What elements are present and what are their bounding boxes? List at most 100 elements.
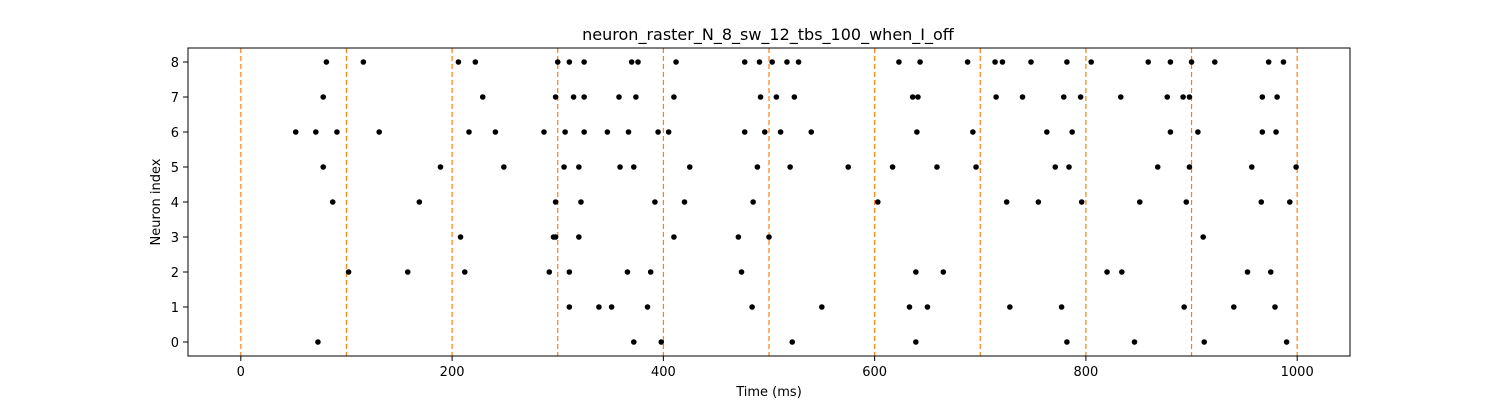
- spike-point: [635, 59, 641, 65]
- spike-point: [795, 59, 802, 65]
- spike-point: [738, 269, 745, 275]
- spike-point: [608, 304, 615, 310]
- spike-point: [1119, 269, 1125, 275]
- x-axis-label: Time (ms): [735, 385, 802, 400]
- spike-point: [292, 129, 299, 135]
- spike-point: [1117, 94, 1124, 100]
- spike-point: [875, 199, 881, 205]
- chart-title: neuron_raster_N_8_sw_12_tbs_100_when_I_o…: [582, 25, 955, 45]
- spike-point: [1201, 339, 1208, 345]
- spike-point: [404, 269, 411, 275]
- spike-point: [581, 129, 587, 135]
- y-tick-label: 0: [171, 336, 179, 351]
- spike-point: [665, 129, 672, 135]
- spike-point: [360, 59, 367, 65]
- stimulus-lines: [240, 48, 1298, 356]
- spike-point: [1274, 94, 1280, 100]
- spike-point: [633, 94, 639, 100]
- spike-point: [1164, 94, 1171, 100]
- x-axis: 0 200 400 600 800 1000: [237, 356, 1314, 380]
- spike-point: [917, 59, 923, 65]
- spike-point: [552, 234, 559, 240]
- spike-point: [1069, 129, 1075, 135]
- spike-point: [541, 129, 547, 135]
- spike-point: [581, 94, 587, 100]
- spike-point: [749, 304, 755, 310]
- spike-point: [323, 59, 330, 65]
- spike-point: [1183, 199, 1190, 205]
- spike-point: [1154, 164, 1161, 170]
- spike-point: [819, 304, 825, 310]
- spike-point: [320, 164, 327, 170]
- spike-point: [1104, 269, 1110, 275]
- spike-point: [1265, 59, 1272, 65]
- spike-point: [492, 129, 499, 135]
- spike-point: [658, 339, 665, 345]
- spike-point: [1060, 94, 1067, 100]
- spike-markers: [292, 59, 1299, 345]
- spike-point: [750, 199, 756, 205]
- spike-point: [552, 199, 559, 205]
- y-tick-label: 6: [171, 126, 179, 141]
- spike-point: [789, 339, 796, 345]
- spike-point: [1248, 164, 1255, 170]
- spike-point: [562, 129, 568, 135]
- spike-point: [581, 59, 587, 65]
- y-axis-label: Neuron index: [149, 158, 164, 245]
- spike-point: [617, 164, 623, 170]
- y-axis: 0 1 2 3 4 5 6 7 8: [171, 56, 188, 351]
- spike-point: [655, 129, 661, 135]
- spike-point: [1078, 199, 1085, 205]
- spike-point: [457, 234, 464, 240]
- spike-point: [652, 199, 658, 205]
- spike-point: [647, 269, 654, 275]
- spike-point: [845, 164, 852, 170]
- spike-point: [501, 164, 507, 170]
- spike-point: [1200, 234, 1206, 240]
- spike-point: [479, 94, 486, 100]
- y-tick-label: 4: [171, 196, 179, 211]
- spike-point: [320, 94, 327, 100]
- spike-point: [437, 164, 444, 170]
- spike-point: [416, 199, 423, 205]
- spike-point: [1007, 304, 1013, 310]
- spike-point: [913, 339, 919, 345]
- spike-point: [1064, 59, 1070, 65]
- spike-point: [1136, 199, 1143, 205]
- spike-point: [566, 59, 573, 65]
- spike-point: [889, 164, 896, 170]
- spike-point: [791, 94, 798, 100]
- spike-point: [1181, 304, 1187, 310]
- spike-point: [671, 234, 677, 240]
- y-tick-label: 8: [171, 56, 179, 71]
- spike-point: [671, 94, 677, 100]
- spike-point: [1028, 59, 1034, 65]
- x-tick-label: 200: [440, 365, 465, 380]
- spike-point: [334, 129, 340, 135]
- spike-point: [808, 129, 815, 135]
- spike-point: [630, 339, 637, 345]
- spike-point: [329, 199, 336, 205]
- spike-point: [455, 59, 462, 65]
- spike-point: [1035, 199, 1042, 205]
- spike-point: [552, 94, 559, 100]
- spike-point: [1058, 304, 1065, 310]
- spike-point: [1259, 94, 1266, 100]
- spike-point: [315, 339, 321, 345]
- spike-point: [1167, 59, 1174, 65]
- spike-point: [1131, 339, 1138, 345]
- spike-point: [566, 269, 573, 275]
- spike-point: [576, 234, 582, 240]
- spike-point: [1283, 339, 1290, 345]
- spike-point: [1195, 129, 1201, 135]
- spike-point: [769, 59, 775, 65]
- spike-point: [624, 269, 631, 275]
- y-tick-label: 1: [171, 301, 179, 316]
- spike-point: [576, 164, 582, 170]
- spike-point: [1286, 199, 1293, 205]
- spike-point: [1280, 59, 1287, 65]
- spike-point: [741, 129, 748, 135]
- spike-point: [766, 234, 772, 240]
